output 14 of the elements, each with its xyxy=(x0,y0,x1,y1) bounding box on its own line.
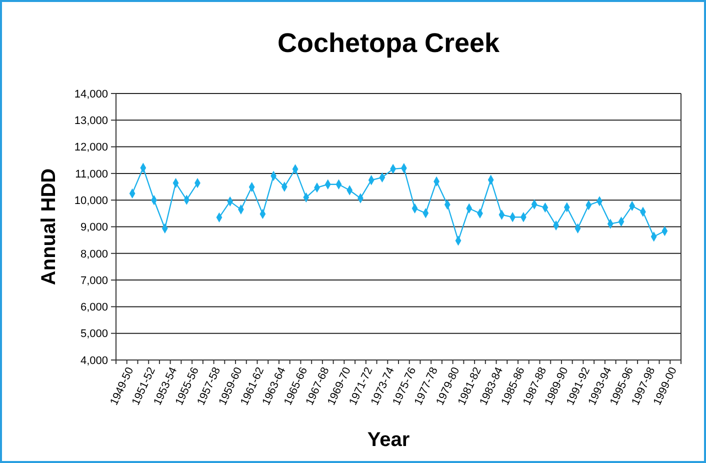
y-tick-label: 12,000 xyxy=(74,142,108,154)
y-axis-title: Annual HDD xyxy=(38,168,60,286)
y-tick-label: 13,000 xyxy=(74,115,108,127)
y-tick-label: 5,000 xyxy=(80,328,108,340)
y-tick-label: 4,000 xyxy=(80,354,108,367)
y-tick-label: 14,000 xyxy=(74,88,108,100)
x-axis-title: Year xyxy=(367,429,410,451)
y-tick-label: 7,000 xyxy=(80,274,108,287)
y-tick-label: 11,000 xyxy=(75,168,108,180)
y-tick-label: 8,000 xyxy=(80,248,108,260)
y-tick-label: 10,000 xyxy=(74,194,108,207)
chart-title: Cochetopa Creek xyxy=(277,28,501,58)
y-tick-label: 6,000 xyxy=(80,302,108,314)
y-tick-label: 9,000 xyxy=(80,222,108,234)
